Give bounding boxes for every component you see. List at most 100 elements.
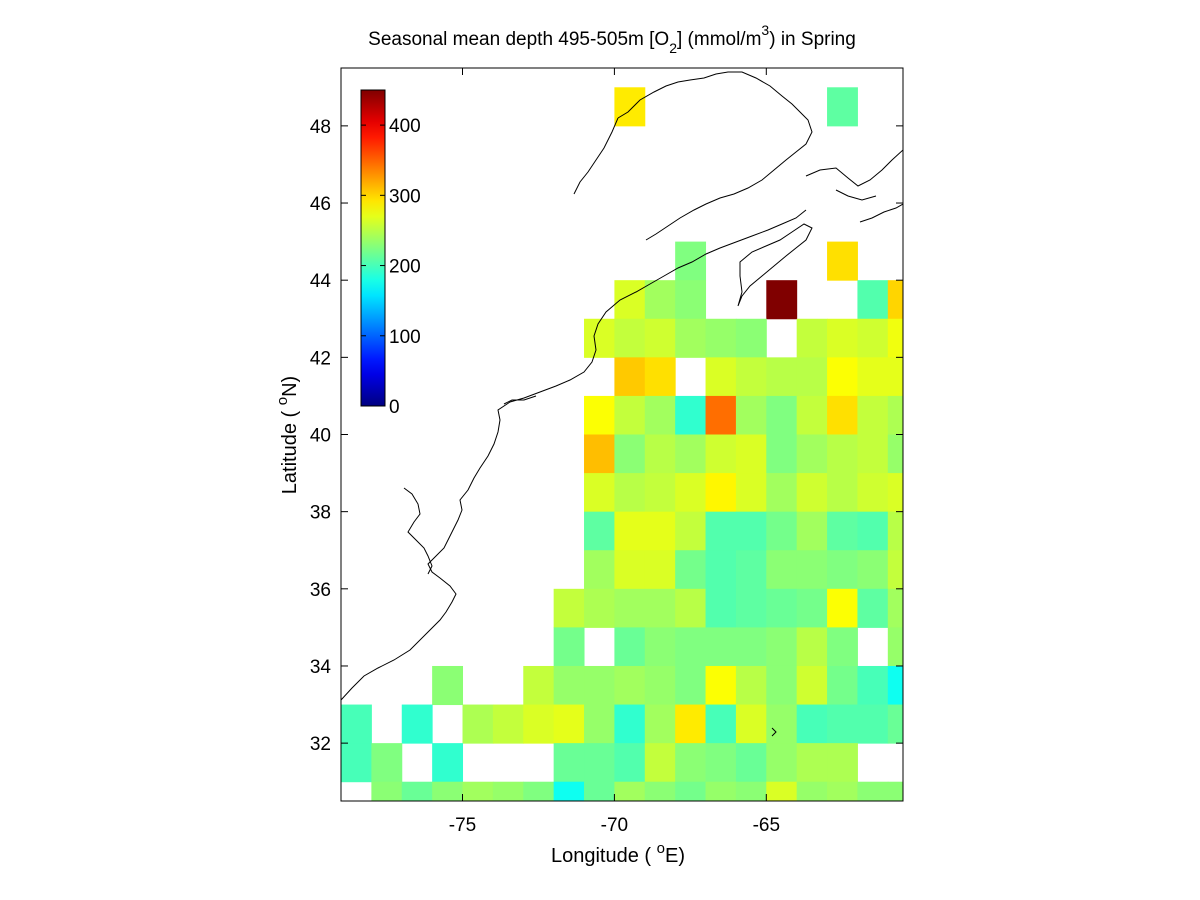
heatmap-cell [796,627,828,667]
heatmap-cell [979,666,1010,705]
heatmap-cell [857,511,889,551]
heatmap-cell [766,473,798,513]
heatmap-cell [705,395,737,435]
heatmap-cell [675,241,707,281]
heatmap-cell [796,743,828,783]
colorbar-tick-label: 300 [389,186,421,207]
heatmap-cell [918,743,949,782]
y-tick-label: 32 [310,734,331,755]
x-axis-title-text: Longitude ( [551,845,657,867]
heatmap-cell [857,434,889,474]
heatmap-cell [614,434,646,474]
heatmap-cell [796,704,828,744]
heatmap-cell [584,781,615,801]
y-tick-label: 48 [310,117,331,138]
heatmap-cell [949,705,980,744]
heatmap-cell [644,588,676,628]
heatmap-cell [675,627,707,667]
heatmap-cell [432,781,464,801]
heatmap-cell [887,280,903,320]
heatmap-cell [735,588,767,628]
heatmap-cell [553,743,585,783]
heatmap-cell [705,627,737,667]
colorbar-tick-label: 200 [389,257,421,278]
heatmap-cell [827,318,858,358]
heatmap-cell [584,434,615,474]
heatmap-cell [675,473,707,513]
heatmap-cell [735,318,767,358]
heatmap-cell [766,665,798,706]
heatmap-cells [341,87,1010,801]
heatmap-cell [584,318,615,358]
title-main: Seasonal mean depth 495-505m [O [368,29,669,50]
heatmap-cell [827,357,858,397]
colorbar-tick-label: 400 [389,116,421,137]
heatmap-cell [644,627,676,667]
colorbar-tick-label: 100 [389,327,421,348]
heatmap-cell [644,550,676,590]
heatmap-cell [887,357,903,397]
heatmap-cell [675,395,707,435]
heatmap-cell [857,395,889,435]
colorbar-frame [360,89,386,407]
heatmap-cell [675,511,707,551]
y-tick-label: 36 [310,580,331,601]
heatmap-cell [979,589,1010,628]
x-tick-label: -70 [601,815,628,836]
heatmap-cell [614,781,646,801]
axis-ticks [341,68,903,801]
heatmap-cell [705,704,737,744]
title-superscript: 3 [761,22,769,38]
heatmap-cell [705,588,737,628]
heatmap-cell [492,781,524,801]
heatmap-cell [614,395,646,435]
x-axis-title: Longitude ( oE) [551,840,685,867]
heatmap-cell [827,395,858,435]
heatmap-cell [857,665,889,706]
heatmap-cell [887,781,903,801]
heatmap-cell [979,627,1010,666]
heatmap-cell [705,743,737,783]
heatmap-cell [432,743,464,783]
heatmap-cell [553,781,585,801]
heatmap-cell [341,704,372,744]
heatmap-cell [827,627,858,667]
plot-area: -75 -70 -65 32 34 36 38 40 42 44 46 48 [310,67,1010,836]
heatmap-cell [705,550,737,590]
heatmap-cell [796,781,828,801]
heatmap-cell [371,781,403,801]
heatmap-cell [796,665,828,706]
heatmap-cell [735,357,767,397]
heatmap-cell [796,318,828,358]
heatmap-cell [887,318,903,358]
heatmap-cell [735,434,767,474]
heatmap-cell [766,550,798,590]
heatmap-cell [492,704,524,744]
heatmap-cell [614,511,646,551]
heatmap-cell [766,434,798,474]
heatmap-cell [766,588,798,628]
x-tick-label: -65 [753,815,780,836]
heatmap-cell [644,665,676,706]
heatmap-cell [735,627,767,667]
heatmap-cell [887,434,903,474]
heatmap-cell [949,473,980,512]
heatmap-cell [796,550,828,590]
heatmap-cell [887,550,903,590]
heatmap-cell [827,473,858,513]
heatmap-cell [766,743,798,783]
heatmap-cell [675,318,707,358]
heatmap-cell [705,511,737,551]
heatmap-cell [705,357,737,397]
heatmap-cell [827,743,858,783]
heatmap-cell [584,588,615,628]
heatmap-cell [584,395,615,435]
y-tick-label: 34 [310,657,332,678]
heatmap-cell [918,589,949,628]
heatmap-cell [796,473,828,513]
heatmap-cell [827,781,858,801]
heatmap-cell [857,550,889,590]
heatmap-cell [341,743,372,783]
heatmap-cell [675,550,707,590]
heatmap-cell [705,434,737,474]
